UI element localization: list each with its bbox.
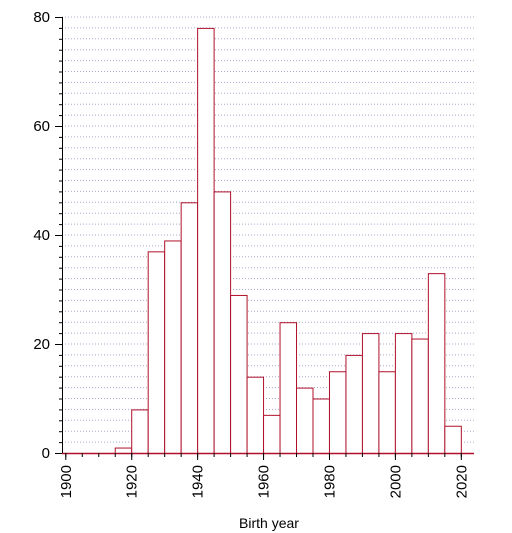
- bar: [361, 333, 380, 455]
- bar: [378, 371, 396, 454]
- bar: [296, 387, 314, 455]
- bar: [246, 376, 265, 455]
- bar: [114, 447, 133, 454]
- bar: [230, 294, 248, 455]
- bar: [427, 273, 446, 454]
- bars: [114, 27, 462, 455]
- y-tick-label: 60: [33, 118, 50, 135]
- bar: [328, 371, 347, 454]
- bar: [263, 414, 281, 455]
- bar: [147, 251, 166, 454]
- x-tick-label: 2020: [453, 465, 470, 498]
- x-tick-label: 2000: [387, 465, 404, 498]
- bar: [394, 333, 413, 455]
- x-tick-label: 1960: [256, 465, 273, 498]
- x-tick-label: 1920: [124, 465, 141, 498]
- bar: [444, 425, 462, 454]
- bar: [213, 191, 232, 454]
- bar: [279, 322, 298, 455]
- y-tick-label: 20: [33, 336, 50, 353]
- y-tick-label: 80: [33, 9, 50, 26]
- bar: [164, 240, 182, 454]
- x-tick-label: 1940: [190, 465, 207, 498]
- bar: [411, 338, 429, 454]
- y-tick-label: 40: [33, 227, 50, 244]
- y-axis-ticks: 0 20 40 60 80: [33, 9, 62, 462]
- x-axis-ticks: 1900 1920 1940 1960 1980 2000 2020: [58, 453, 470, 498]
- bar: [312, 398, 330, 454]
- y-tick-label: 0: [42, 445, 50, 462]
- x-tick-label: 1980: [321, 465, 338, 498]
- bar: [131, 409, 149, 454]
- bar: [180, 202, 199, 454]
- bar: [345, 354, 363, 454]
- bar: [197, 27, 215, 455]
- axes: [62, 17, 474, 455]
- x-tick-label: 1900: [58, 465, 75, 498]
- x-axis-title: Birth year: [239, 515, 299, 531]
